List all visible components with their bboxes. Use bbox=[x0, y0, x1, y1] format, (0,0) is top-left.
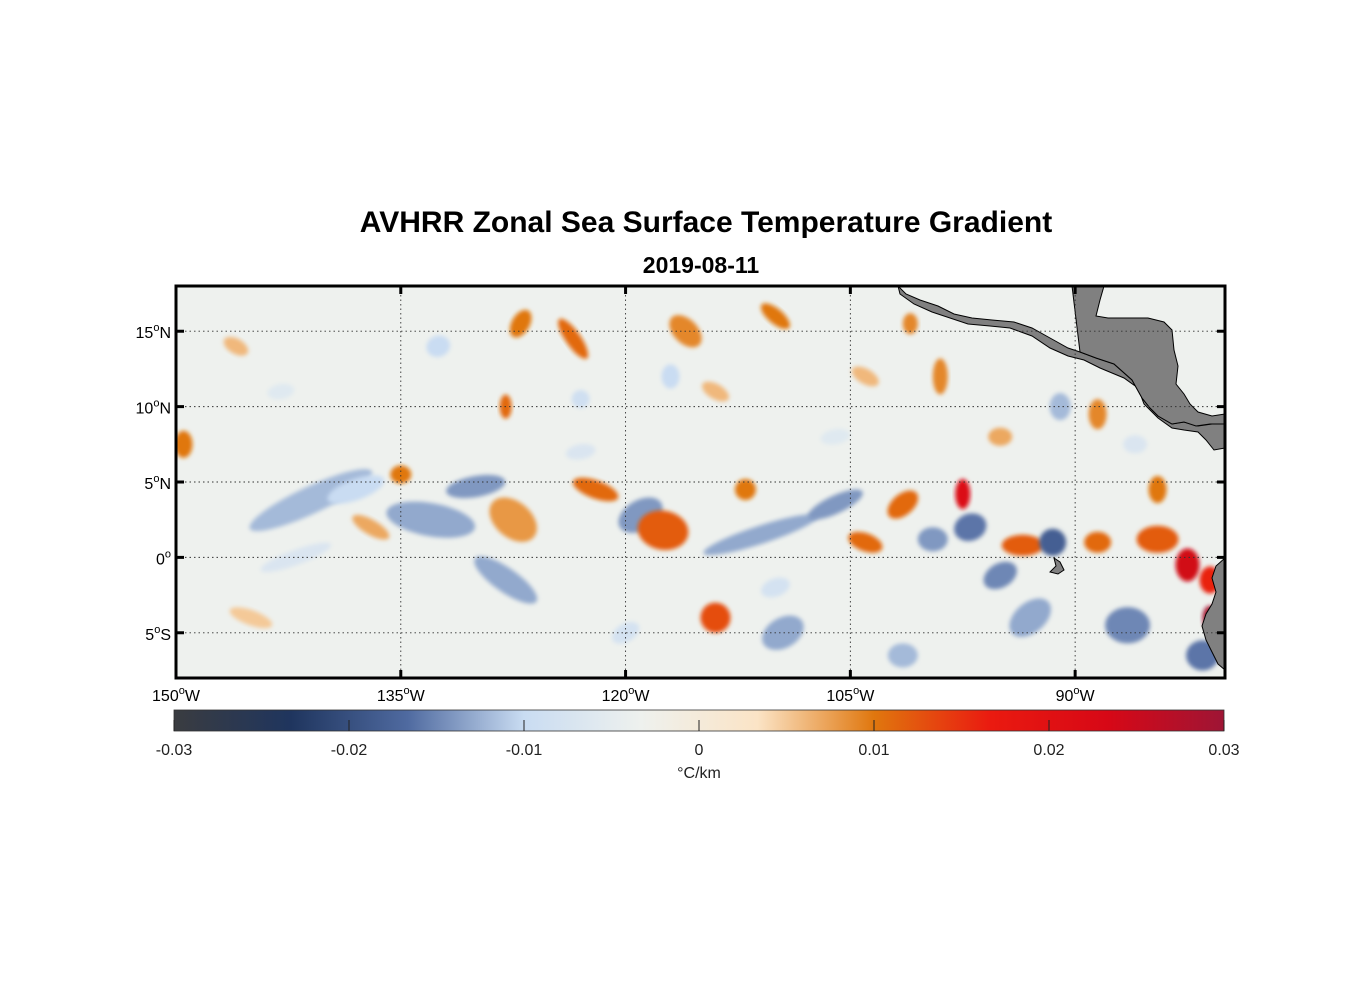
graticule bbox=[176, 286, 1225, 678]
gradient-feature-54 bbox=[223, 336, 249, 356]
gradient-feature-14 bbox=[762, 615, 804, 650]
gradient-feature-23 bbox=[1009, 598, 1051, 637]
gradient-feature-25 bbox=[1136, 525, 1179, 553]
south-america-land bbox=[1201, 557, 1225, 671]
gradient-feature-10 bbox=[703, 514, 818, 556]
gradient-feature-51 bbox=[851, 366, 879, 387]
gradient-feature-15 bbox=[848, 531, 883, 553]
yucatan-land bbox=[1071, 286, 1225, 427]
gradient-feature-26 bbox=[1148, 475, 1167, 504]
colorbar-ticks: -0.03 -0.02 -0.01 0 0.01 0.02 0.03 bbox=[156, 720, 1240, 759]
gradient-feature-49 bbox=[565, 443, 596, 460]
gradient-feature-32 bbox=[887, 643, 918, 668]
gradient-feature-18 bbox=[955, 478, 971, 510]
galapagos-islands bbox=[1049, 556, 1065, 575]
colorbar: -0.03 -0.02 -0.01 0 0.01 0.02 0.03 °C/km bbox=[156, 709, 1240, 782]
lat-tick-label: 10oN bbox=[136, 398, 171, 418]
gradient-feature-57 bbox=[988, 427, 1013, 446]
gradient-feature-43 bbox=[571, 390, 590, 409]
colorbar-tick-label: 0.01 bbox=[858, 742, 889, 759]
gradient-feature-52 bbox=[820, 428, 851, 445]
gradient-feature-24 bbox=[1084, 531, 1112, 553]
colorbar-tick-label: -0.03 bbox=[156, 742, 193, 759]
central-america-land bbox=[897, 286, 1225, 451]
gradient-feature-42 bbox=[1049, 393, 1071, 421]
lon-tick-label: 135oW bbox=[377, 685, 426, 705]
gradient-feature-55 bbox=[229, 607, 273, 629]
lat-tick-label: 5oN bbox=[144, 473, 171, 493]
gradient-feature-3 bbox=[446, 474, 506, 499]
colorbar-tick-label: 0.03 bbox=[1208, 742, 1239, 759]
lat-tick-label: 0o bbox=[156, 548, 171, 568]
map-subtitle: 2019-08-11 bbox=[642, 252, 760, 278]
map-title: AVHRR Zonal Sea Surface Temperature Grad… bbox=[359, 206, 1053, 239]
gradient-feature-48 bbox=[761, 577, 790, 598]
gradient-feature-47 bbox=[352, 514, 390, 540]
gradient-feature-34 bbox=[509, 309, 532, 338]
gradient-feature-36 bbox=[426, 335, 451, 358]
gradient-feature-41 bbox=[1088, 399, 1107, 430]
gradient-feature-11 bbox=[807, 489, 863, 520]
gradient-feature-4 bbox=[390, 465, 412, 484]
gradient-feature-30 bbox=[1105, 607, 1151, 644]
colorbar-tick-label: -0.02 bbox=[331, 742, 368, 759]
colorbar-tick-label: -0.01 bbox=[506, 742, 543, 759]
gradient-feature-9 bbox=[637, 510, 689, 551]
colorbar-tick-label: 0.02 bbox=[1033, 742, 1064, 759]
gradient-feature-38 bbox=[760, 303, 791, 330]
lon-tick-label: 150oW bbox=[152, 685, 201, 705]
gradient-feature-17 bbox=[917, 527, 948, 552]
land-mask bbox=[897, 286, 1225, 671]
gradient-feature-45 bbox=[176, 430, 193, 458]
gradient-feature-46 bbox=[260, 542, 332, 573]
gradient-feature-39 bbox=[902, 313, 918, 335]
gradient-feature-35 bbox=[558, 318, 589, 359]
gradient-feature-7 bbox=[474, 556, 538, 604]
lat-tick-label: 15oN bbox=[136, 322, 171, 342]
gradient-feature-21 bbox=[1001, 534, 1044, 556]
lon-tick-label: 120oW bbox=[602, 685, 651, 705]
gradient-feature-20 bbox=[983, 561, 1017, 590]
gradient-feature-5 bbox=[489, 497, 537, 542]
gradient-feature-19 bbox=[954, 513, 987, 542]
gradient-feature-50 bbox=[701, 381, 729, 402]
colorbar-label: °C/km bbox=[677, 765, 721, 782]
lat-tick-label: 5oS bbox=[145, 624, 171, 644]
gradient-feature-22 bbox=[1039, 528, 1067, 556]
lon-tick-label: 105oW bbox=[826, 685, 875, 705]
gradient-feature-2 bbox=[386, 501, 476, 538]
gradient-feature-40 bbox=[932, 358, 948, 395]
gradient-feature-13 bbox=[700, 602, 731, 633]
gradient-feature-53 bbox=[267, 383, 295, 400]
gradient-feature-16 bbox=[887, 490, 919, 519]
lon-tick-label: 90oW bbox=[1056, 685, 1096, 705]
gradient-feature-44 bbox=[661, 364, 680, 389]
gradient-feature-58 bbox=[1123, 435, 1148, 454]
gradient-feature-12 bbox=[734, 478, 756, 501]
gradient-feature-27 bbox=[1175, 548, 1200, 582]
colorbar-tick-label: 0 bbox=[695, 742, 704, 759]
map-axes: 150oW 135oW 120oW 105oW 90oW 15oN 10oN 5oN 0o 5oS bbox=[136, 286, 1225, 705]
gradient-feature-6 bbox=[572, 477, 619, 502]
